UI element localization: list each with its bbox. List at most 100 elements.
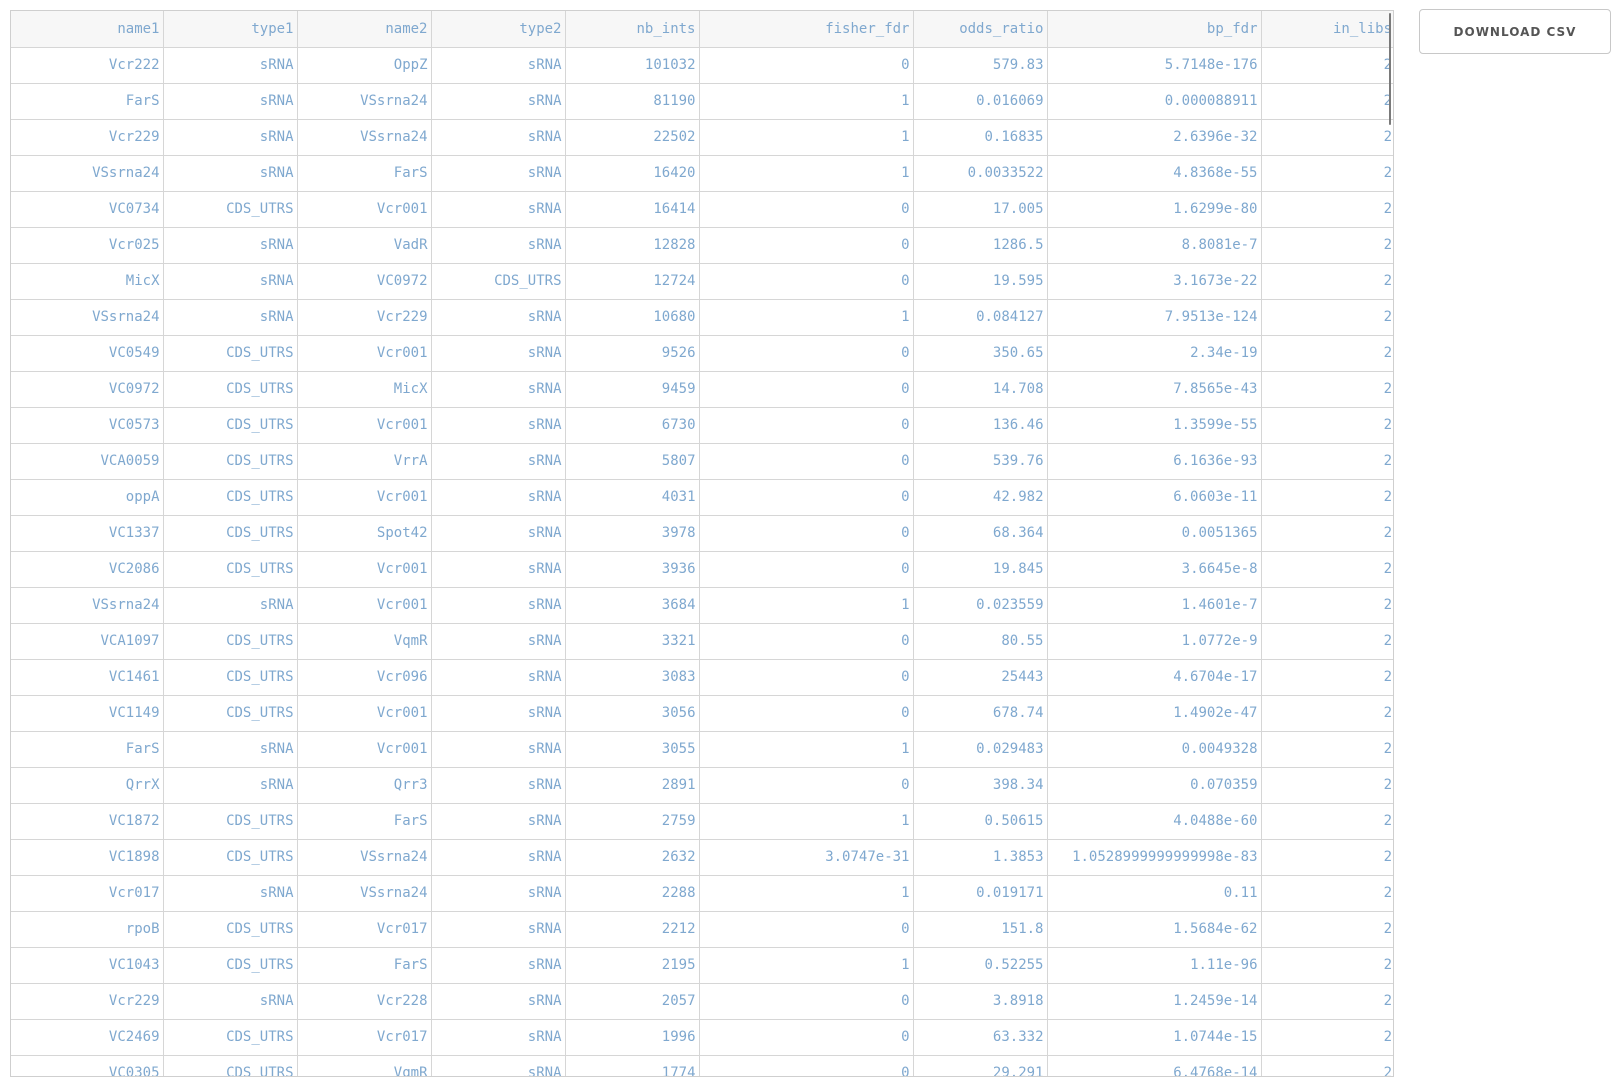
table-cell-name2: Vcr001 bbox=[297, 587, 432, 624]
table-cell-name2: Vcr001 bbox=[297, 695, 432, 732]
table-cell-name1: VSsrna24 bbox=[11, 299, 164, 336]
table-cell-bp-fdr: 1.3599e-55 bbox=[1047, 407, 1262, 444]
table-cell-in-libs: 2 bbox=[1261, 407, 1393, 444]
table-cell-type1: CDS_UTRS bbox=[163, 335, 298, 372]
table-cell-fisher-fdr: 1 bbox=[699, 587, 914, 624]
table-row: FarS sRNA VSsrna24 sRNA 81190 1 0.016069 0.0000… bbox=[11, 83, 1393, 120]
column-header-nb-ints[interactable]: nb_ints bbox=[565, 11, 700, 48]
table-cell-type1: CDS_UTRS bbox=[163, 479, 298, 516]
table-cell-fisher-fdr: 0 bbox=[699, 551, 914, 588]
results-table-container[interactable]: name1 type1 name2 type2 nb_ints fisher_fdr odd… bbox=[10, 10, 1394, 1077]
table-cell-in-libs: 2 bbox=[1261, 731, 1393, 768]
table-cell-type2: sRNA bbox=[431, 731, 566, 768]
table-cell-type1: CDS_UTRS bbox=[163, 1055, 298, 1076]
table-cell-odds-ratio: 0.029483 bbox=[913, 731, 1048, 768]
table-cell-type2: sRNA bbox=[431, 83, 566, 120]
column-header-in-libs[interactable]: in_libs bbox=[1261, 11, 1393, 48]
table-cell-odds-ratio: 80.55 bbox=[913, 623, 1048, 660]
table-cell-bp-fdr: 1.0744e-15 bbox=[1047, 1019, 1262, 1056]
table-cell-nb-ints: 2212 bbox=[565, 911, 700, 948]
table-cell-fisher-fdr: 1 bbox=[699, 731, 914, 768]
table-cell-odds-ratio: 0.084127 bbox=[913, 299, 1048, 336]
table-cell-nb-ints: 4031 bbox=[565, 479, 700, 516]
table-cell-in-libs: 2 bbox=[1261, 803, 1393, 840]
table-cell-fisher-fdr: 0 bbox=[699, 911, 914, 948]
table-cell-type1: CDS_UTRS bbox=[163, 371, 298, 408]
table-cell-type1: sRNA bbox=[163, 767, 298, 804]
table-cell-bp-fdr: 1.4902e-47 bbox=[1047, 695, 1262, 732]
table-cell-fisher-fdr: 1 bbox=[699, 83, 914, 120]
table-cell-type1: CDS_UTRS bbox=[163, 623, 298, 660]
table-cell-in-libs: 2 bbox=[1261, 479, 1393, 516]
table-cell-name1: Vcr229 bbox=[11, 119, 164, 156]
table-cell-name2: FarS bbox=[297, 947, 432, 984]
table-cell-type2: sRNA bbox=[431, 839, 566, 876]
table-cell-type1: sRNA bbox=[163, 263, 298, 300]
table-cell-in-libs: 2 bbox=[1261, 911, 1393, 948]
table-cell-type1: sRNA bbox=[163, 587, 298, 624]
table-cell-name2: VqmR bbox=[297, 1055, 432, 1076]
table-cell-name2: Vcr001 bbox=[297, 407, 432, 444]
table-cell-name2: Vcr001 bbox=[297, 731, 432, 768]
table-cell-odds-ratio: 1.3853 bbox=[913, 839, 1048, 876]
table-cell-type1: CDS_UTRS bbox=[163, 1019, 298, 1056]
column-header-bp-fdr[interactable]: bp_fdr bbox=[1047, 11, 1262, 48]
column-header-odds-ratio[interactable]: odds_ratio bbox=[913, 11, 1048, 48]
download-csv-button[interactable]: DOWNLOAD CSV bbox=[1419, 9, 1611, 54]
table-cell-odds-ratio: 17.005 bbox=[913, 191, 1048, 228]
table-cell-type1: CDS_UTRS bbox=[163, 695, 298, 732]
table-cell-name2: Qrr3 bbox=[297, 767, 432, 804]
table-cell-nb-ints: 16420 bbox=[565, 155, 700, 192]
table-row: VC1872 CDS_UTRS FarS sRNA 2759 1 0.50615 4.0488… bbox=[11, 803, 1393, 840]
table-cell-odds-ratio: 0.023559 bbox=[913, 587, 1048, 624]
table-cell-name2: Vcr001 bbox=[297, 191, 432, 228]
table-cell-fisher-fdr: 1 bbox=[699, 875, 914, 912]
table-cell-in-libs: 2 bbox=[1261, 299, 1393, 336]
table-cell-bp-fdr: 0.000088911 bbox=[1047, 83, 1262, 120]
table-cell-bp-fdr: 4.6704e-17 bbox=[1047, 659, 1262, 696]
table-cell-name1: FarS bbox=[11, 83, 164, 120]
table-cell-nb-ints: 1774 bbox=[565, 1055, 700, 1076]
table-cell-type1: sRNA bbox=[163, 731, 298, 768]
table-cell-name1: rpoB bbox=[11, 911, 164, 948]
table-cell-name1: FarS bbox=[11, 731, 164, 768]
table-cell-fisher-fdr: 0 bbox=[699, 443, 914, 480]
column-header-fisher-fdr[interactable]: fisher_fdr bbox=[699, 11, 914, 48]
table-cell-name1: Vcr229 bbox=[11, 983, 164, 1020]
table-cell-fisher-fdr: 0 bbox=[699, 407, 914, 444]
table-cell-in-libs: 2 bbox=[1261, 587, 1393, 624]
column-header-type2[interactable]: type2 bbox=[431, 11, 566, 48]
table-cell-odds-ratio: 19.845 bbox=[913, 551, 1048, 588]
table-row: rpoB CDS_UTRS Vcr017 sRNA 2212 0 151.8 1.5684e-… bbox=[11, 911, 1393, 948]
table-cell-type2: sRNA bbox=[431, 335, 566, 372]
table-cell-odds-ratio: 42.982 bbox=[913, 479, 1048, 516]
table-cell-in-libs: 2 bbox=[1261, 119, 1393, 156]
table-cell-in-libs: 2 bbox=[1261, 947, 1393, 984]
table-row: VSsrna24 sRNA Vcr001 sRNA 3684 1 0.023559 1.460… bbox=[11, 587, 1393, 624]
table-cell-nb-ints: 2891 bbox=[565, 767, 700, 804]
table-cell-nb-ints: 16414 bbox=[565, 191, 700, 228]
table-cell-type2: sRNA bbox=[431, 587, 566, 624]
table-cell-name1: VC1461 bbox=[11, 659, 164, 696]
table-cell-fisher-fdr: 0 bbox=[699, 371, 914, 408]
vertical-scrollbar[interactable] bbox=[1389, 13, 1391, 125]
table-cell-nb-ints: 2288 bbox=[565, 875, 700, 912]
table-cell-in-libs: 2 bbox=[1261, 47, 1393, 84]
table-cell-fisher-fdr: 1 bbox=[699, 947, 914, 984]
table-cell-odds-ratio: 0.52255 bbox=[913, 947, 1048, 984]
table-cell-fisher-fdr: 0 bbox=[699, 983, 914, 1020]
table-cell-nb-ints: 2195 bbox=[565, 947, 700, 984]
table-cell-bp-fdr: 1.4601e-7 bbox=[1047, 587, 1262, 624]
column-header-name1[interactable]: name1 bbox=[11, 11, 164, 48]
table-cell-name2: VC0972 bbox=[297, 263, 432, 300]
table-cell-bp-fdr: 1.0772e-9 bbox=[1047, 623, 1262, 660]
table-row: FarS sRNA Vcr001 sRNA 3055 1 0.029483 0.0049328… bbox=[11, 731, 1393, 768]
table-cell-name2: Vcr001 bbox=[297, 335, 432, 372]
table-cell-bp-fdr: 1.5684e-62 bbox=[1047, 911, 1262, 948]
column-header-type1[interactable]: type1 bbox=[163, 11, 298, 48]
table-cell-in-libs: 2 bbox=[1261, 1055, 1393, 1076]
column-header-name2[interactable]: name2 bbox=[297, 11, 432, 48]
table-row: VC2469 CDS_UTRS Vcr017 sRNA 1996 0 63.332 1.074… bbox=[11, 1019, 1393, 1056]
table-cell-nb-ints: 81190 bbox=[565, 83, 700, 120]
table-cell-bp-fdr: 4.0488e-60 bbox=[1047, 803, 1262, 840]
